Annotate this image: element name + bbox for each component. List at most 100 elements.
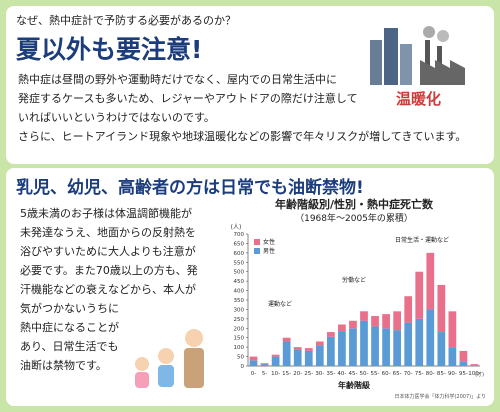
- legend-swatch: [254, 239, 260, 245]
- building: [400, 44, 412, 85]
- city-icon: [370, 26, 465, 85]
- head: [185, 329, 203, 347]
- x-unit: (才): [475, 371, 484, 378]
- smoke: [423, 26, 435, 38]
- source: 日本体力医学会「体力科学(2007)」より: [394, 393, 486, 400]
- y-tick-label: 0: [241, 364, 245, 370]
- body: [184, 348, 204, 388]
- y-tick-label: 350: [234, 298, 245, 304]
- bar-segment: [382, 314, 390, 329]
- y-tick-label: 100: [234, 345, 245, 351]
- y-tick-label: 600: [234, 251, 245, 257]
- bar-segment: [459, 361, 468, 366]
- bar-segment: [304, 350, 313, 366]
- x-label: 年齢階級: [338, 380, 370, 390]
- chart-subtitle: （1968年～2005年の累積）: [295, 212, 413, 224]
- intro-line: 熱中症は昼間の野外や運動時だけでなく、屋内での日常生活中に: [18, 73, 337, 86]
- x-tick-label: 55-: [371, 371, 380, 377]
- head: [135, 357, 149, 371]
- bar-segment: [448, 347, 457, 366]
- bar-segment: [349, 320, 357, 329]
- x-tick-label: 80-: [426, 371, 435, 377]
- y-tick-label: 150: [234, 336, 245, 342]
- section-line: 汗機能などの衰えなどから、本人が: [20, 283, 196, 296]
- x-tick-label: 45-: [348, 371, 357, 377]
- bar-segment: [470, 364, 479, 366]
- bar-segment: [271, 354, 280, 357]
- x-tick-label: 90-: [448, 371, 457, 377]
- y-tick-label: 300: [234, 307, 245, 313]
- x-tick-label: 0-: [251, 371, 256, 377]
- x-tick-label: 70-: [404, 371, 413, 377]
- x-tick-label: 20-: [293, 371, 302, 377]
- factory: [420, 60, 465, 85]
- people-icon: [135, 329, 204, 388]
- bar-segment: [282, 337, 291, 342]
- bar-segment: [470, 365, 479, 366]
- legend-label: 女性: [263, 238, 275, 246]
- intro: 熱中症は昼間の野外や運動時だけでなく、屋内での日常生活中に 発症するケースも多い…: [18, 70, 466, 146]
- bar-segment: [415, 318, 424, 366]
- y-tick-label: 650: [234, 241, 245, 247]
- title: 夏以外も要注意!: [16, 35, 203, 64]
- bar-segment: [260, 363, 269, 365]
- y-tick-label: 250: [234, 317, 245, 323]
- bar-segment: [393, 330, 402, 366]
- chart-title: 年齢階級別/性別・熱中症死亡数: [275, 197, 434, 211]
- bar-segment: [371, 326, 379, 366]
- section-line: 必要です。また70歳以上の方も、発: [20, 264, 198, 277]
- bar-segment: [360, 320, 368, 366]
- head: [158, 348, 174, 364]
- section-line: 5歳未満のお子様は体温調節機能が: [20, 207, 192, 220]
- intro-line: いればいいというわけではないのです。: [18, 111, 215, 124]
- body: [135, 372, 149, 388]
- bar-segment: [393, 311, 402, 331]
- section-text: 5歳未満のお子様は体温調節機能が 未発達なうえ、地面からの反射熱を 浴びやすいた…: [20, 204, 198, 375]
- icon-label: 温暖化: [396, 90, 442, 108]
- x-tick-label: 95-: [459, 371, 468, 377]
- y-tick-label: 400: [234, 289, 245, 295]
- chimney: [425, 40, 430, 85]
- x-tick-label: 40-: [337, 371, 346, 377]
- section-line: 気がつかないうちに: [20, 302, 119, 315]
- y-tick-label: 450: [234, 279, 245, 285]
- bar-segment: [293, 347, 302, 350]
- x-tick-label: 50-: [360, 371, 369, 377]
- section-line: あり、日常生活でも: [20, 340, 119, 353]
- intro-line: 発症するケースも多いため、レジャーやアウトドアの際だけ注意して: [18, 92, 358, 105]
- section-line: 油断は禁物です。: [20, 359, 107, 372]
- bar-segment: [282, 341, 291, 366]
- body: [158, 365, 174, 387]
- bar-segment: [382, 328, 390, 366]
- x-tick-label: 100-: [468, 371, 480, 377]
- x-tick-label: 30-: [315, 371, 324, 377]
- annotation: 運動など: [268, 300, 292, 308]
- bar-segment: [360, 311, 368, 321]
- annotation: 日常生活・運動など: [395, 236, 449, 244]
- y-tick-label: 500: [234, 270, 245, 276]
- x-tick-label: 60-: [382, 371, 391, 377]
- bar-segment: [293, 349, 302, 366]
- section-line: 浴びやすいために大人よりも注意が: [20, 245, 196, 258]
- legend-label: 男性: [263, 247, 275, 255]
- x-tick-label: 5-: [262, 371, 267, 377]
- question: なぜ、熱中症計で予防する必要があるのか？: [16, 14, 236, 27]
- bar-segment: [448, 311, 457, 348]
- bar-segment: [249, 360, 258, 366]
- bar-segment: [371, 316, 379, 327]
- smoke: [437, 30, 449, 42]
- building: [370, 40, 382, 85]
- section-line: 熱中症になることが: [20, 321, 119, 334]
- x-tick-label: 75-: [415, 371, 424, 377]
- bar-segment: [404, 322, 413, 366]
- bar-segment: [326, 332, 335, 337]
- bar-segment: [415, 271, 424, 319]
- bar-segment: [326, 336, 335, 366]
- top-panel: [6, 6, 494, 164]
- bar-segment: [271, 356, 280, 366]
- bar-segment: [459, 350, 468, 362]
- bar-segment: [315, 345, 324, 366]
- x-tick-label: 35-: [326, 371, 335, 377]
- bar-segment: [404, 296, 413, 323]
